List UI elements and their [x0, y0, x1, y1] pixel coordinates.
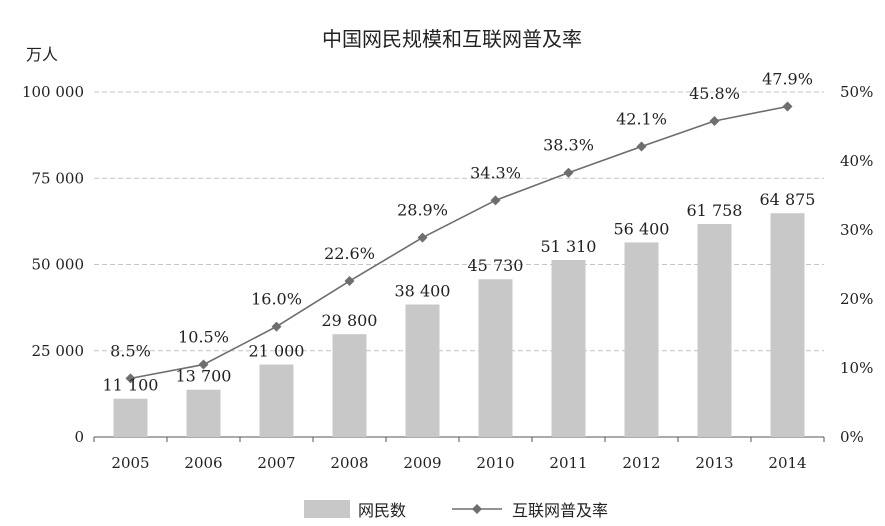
- data-labels: 11 100 13 700 21 000 29 800 38 400 45 730 51 3…: [103, 69, 816, 394]
- y-left-tick-label: 100 000: [22, 83, 84, 101]
- legend: 网民数 互联网普及率: [304, 500, 608, 520]
- x-tick-label: 2013: [695, 454, 733, 472]
- y-right-tick-label: 0%: [840, 428, 864, 446]
- x-tick-label: 2007: [257, 454, 295, 472]
- bar-value-label: 56 400: [614, 219, 670, 238]
- bar-value-label: 64 875: [760, 190, 816, 209]
- line-point: [271, 321, 282, 332]
- bar-value-label: 21 000: [249, 342, 305, 361]
- x-tick-label: 2012: [622, 454, 660, 472]
- x-tick-label: 2014: [768, 454, 806, 472]
- line-point: [198, 359, 209, 370]
- bar: [405, 304, 440, 437]
- x-tick-label: 2009: [403, 454, 441, 472]
- x-tick-label: 2006: [184, 454, 222, 472]
- line-value-label: 16.0%: [251, 290, 302, 309]
- bar: [113, 398, 148, 437]
- chart-title: 中国网民规模和互联网普及率: [322, 27, 582, 51]
- bar: [770, 213, 805, 437]
- bar-value-label: 13 700: [176, 367, 232, 386]
- line-value-label: 42.1%: [616, 110, 667, 129]
- bar: [624, 242, 659, 437]
- line-value-label: 28.9%: [397, 201, 448, 220]
- bar-value-label: 38 400: [395, 282, 451, 301]
- y-left-tick-label: 75 000: [32, 169, 85, 187]
- bar-value-label: 29 800: [322, 311, 378, 330]
- line-point: [490, 195, 501, 206]
- line-path: [130, 105, 788, 380]
- bar-value-label: 11 100: [103, 376, 159, 395]
- line-point: [782, 101, 793, 112]
- bar: [478, 279, 513, 437]
- x-tick-label: 2005: [111, 454, 149, 472]
- y-right-tick-label: 30%: [840, 221, 873, 239]
- legend-bar-swatch: [304, 500, 350, 518]
- y-left-tick-label: 0: [74, 428, 84, 446]
- y-right-tick-label: 20%: [840, 290, 873, 308]
- bar-value-label: 51 310: [541, 237, 597, 256]
- bar: [697, 223, 732, 437]
- axes: 0 25 000 50 000 75 000 100 000 0% 10% 20% 30% 40%…: [22, 83, 873, 472]
- y-right-tick-label: 50%: [840, 83, 873, 101]
- line-point: [563, 167, 574, 178]
- line-value-label: 47.9%: [762, 69, 813, 88]
- line-value-label: 34.3%: [470, 163, 521, 182]
- line-point: [709, 115, 720, 126]
- bar: [259, 364, 294, 437]
- line-point: [417, 232, 428, 243]
- x-tick-label: 2010: [476, 454, 514, 472]
- line-point: [636, 141, 647, 152]
- bar-value-label: 45 730: [468, 256, 524, 275]
- y-left-tick-label: 25 000: [32, 342, 85, 360]
- bar: [186, 389, 221, 437]
- line-value-label: 10.5%: [178, 328, 229, 347]
- y-left-tick-label: 50 000: [32, 256, 85, 274]
- y-right-tick-label: 40%: [840, 152, 873, 170]
- bar-series: [113, 213, 805, 437]
- line-value-label: 45.8%: [689, 84, 740, 103]
- bar-value-label: 61 758: [687, 201, 743, 220]
- x-tick-label: 2008: [330, 454, 368, 472]
- line-point: [344, 276, 355, 287]
- line-point: [125, 373, 136, 384]
- bar: [551, 259, 586, 437]
- y-left-unit-label: 万人: [26, 45, 58, 64]
- legend-bar-label: 网民数: [358, 501, 406, 520]
- line-series: [125, 101, 793, 384]
- line-value-label: 22.6%: [324, 244, 375, 263]
- bar: [332, 334, 367, 437]
- x-tick-label: 2011: [549, 454, 587, 472]
- line-value-label: 38.3%: [543, 136, 594, 155]
- line-value-label: 8.5%: [110, 341, 151, 360]
- y-right-tick-label: 10%: [840, 359, 873, 377]
- legend-line-marker: [472, 504, 482, 514]
- legend-line-label: 互联网普及率: [512, 501, 608, 520]
